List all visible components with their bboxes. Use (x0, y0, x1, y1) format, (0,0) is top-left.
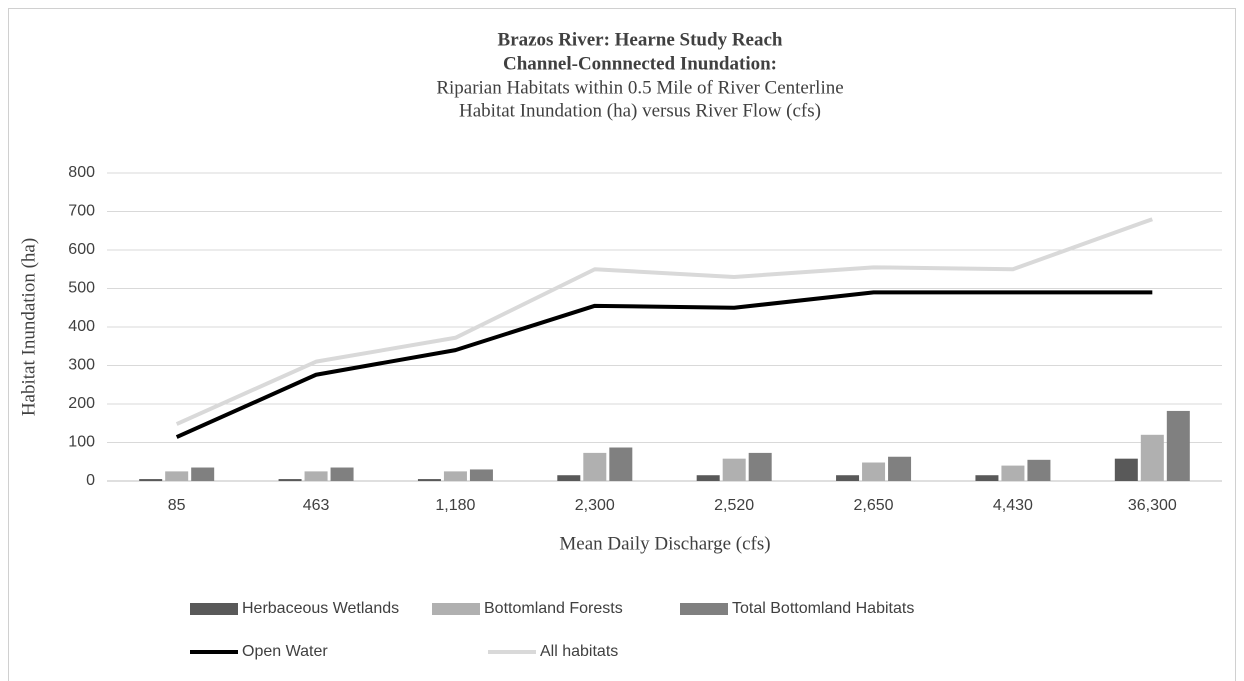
chart-title: Brazos River: Hearne Study Reach (498, 29, 783, 50)
y-tick-label: 400 (68, 318, 95, 335)
bar (443, 471, 467, 481)
x-tick-label: 1,180 (435, 497, 475, 514)
x-tick-label: 463 (303, 497, 330, 514)
bar (862, 462, 886, 481)
chart-title: Channel-Connnected Inundation: (503, 53, 777, 74)
bar (888, 456, 912, 481)
y-tick-label: 0 (86, 472, 95, 489)
y-tick-label: 200 (68, 395, 95, 412)
y-tick-label: 100 (68, 434, 95, 451)
chart-frame (8, 8, 1236, 681)
bar (1114, 458, 1138, 481)
bar (1140, 434, 1164, 481)
x-tick-label: 2,520 (714, 497, 754, 514)
x-tick-label: 85 (168, 497, 186, 514)
y-tick-label: 300 (68, 357, 95, 374)
bar (330, 467, 354, 481)
x-tick-label: 2,650 (854, 497, 894, 514)
bar (165, 471, 189, 481)
bar (1027, 459, 1051, 481)
chart-subtitle: Habitat Inundation (ha) versus River Flo… (459, 100, 821, 121)
legend-label: Bottomland Forests (484, 600, 623, 617)
y-tick-label: 700 (68, 203, 95, 220)
bar (722, 458, 746, 481)
y-tick-label: 600 (68, 241, 95, 258)
legend-label: Open Water (242, 643, 328, 660)
line-series (175, 290, 1153, 439)
legend-swatch (432, 603, 480, 615)
bar (696, 475, 720, 481)
x-tick-label: 36,300 (1128, 497, 1177, 514)
bar (191, 467, 215, 481)
chart-subtitle: Riparian Habitats within 0.5 Mile of Riv… (436, 77, 843, 98)
x-axis-title: Mean Daily Discharge (cfs) (559, 533, 770, 554)
bar (417, 479, 441, 481)
bar (139, 479, 163, 481)
bar (836, 475, 860, 481)
bar (304, 471, 328, 481)
line-series (175, 217, 1153, 426)
bar (557, 475, 581, 481)
x-tick-label: 4,430 (993, 497, 1033, 514)
bar (469, 469, 493, 481)
legend-label: Herbaceous Wetlands (242, 600, 399, 617)
x-tick-label: 2,300 (575, 497, 615, 514)
y-tick-label: 500 (68, 280, 95, 297)
bar (975, 475, 999, 481)
bar (1001, 465, 1025, 481)
bar (748, 452, 772, 481)
legend-swatch (680, 603, 728, 615)
y-axis-title: Habitat Inundation (ha) (18, 238, 39, 416)
legend-swatch (190, 603, 238, 615)
y-tick-label: 800 (68, 164, 95, 181)
bar (1166, 410, 1190, 481)
legend-label: Total Bottomland Habitats (732, 600, 914, 617)
bar (609, 447, 633, 481)
bar (278, 479, 302, 481)
legend-label: All habitats (540, 643, 618, 660)
bar (583, 452, 607, 481)
